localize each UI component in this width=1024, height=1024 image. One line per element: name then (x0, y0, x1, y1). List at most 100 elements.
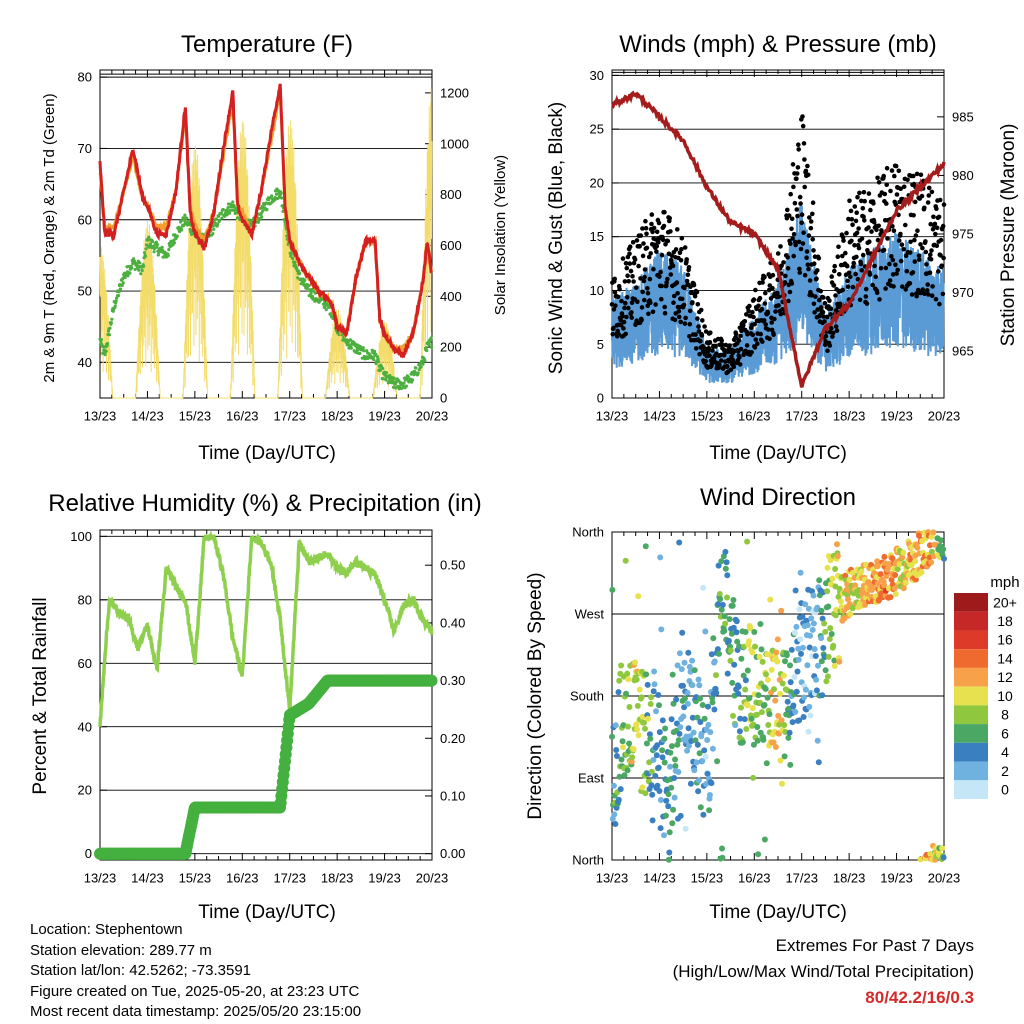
direction-point (726, 616, 733, 623)
direction-point (756, 653, 763, 660)
direction-point (796, 606, 803, 613)
direction-point (780, 672, 787, 679)
gust-point (794, 176, 799, 182)
gust-point (887, 261, 892, 267)
gust-point (883, 265, 889, 271)
gust-point (611, 325, 616, 331)
direction-point (648, 768, 655, 775)
direction-point (724, 670, 731, 677)
gust-point (890, 257, 896, 263)
gust-point (901, 247, 907, 252)
gust-point (824, 314, 830, 320)
direction-point (830, 642, 837, 649)
direction-point (782, 658, 788, 665)
direction-point (730, 624, 737, 631)
direction-point (758, 646, 765, 653)
gust-point (668, 229, 673, 234)
gust-point (938, 237, 944, 243)
dewpoint-point (132, 257, 136, 261)
gust-point (932, 221, 938, 227)
gust-point (738, 346, 744, 352)
dewpoint-point (133, 267, 137, 272)
direction-point (792, 587, 799, 594)
gust-point (693, 346, 699, 351)
direction-point (621, 772, 628, 779)
gust-point (625, 273, 630, 279)
gust-point (755, 341, 760, 347)
gust-point (863, 294, 869, 299)
gust-point (696, 324, 701, 329)
gust-point (631, 260, 637, 266)
dewpoint-point (424, 345, 428, 350)
gust-point (901, 184, 907, 190)
direction-point (646, 731, 653, 738)
humidity-ytick-label-right: 0.20 (440, 731, 465, 746)
winds-xtick-label: 15/23 (691, 409, 724, 424)
gust-point (645, 290, 651, 296)
direction-point (881, 582, 888, 589)
humidity-xtick-label: 17/23 (273, 871, 306, 886)
speed-colorbar: mph 20+ 18 16 14 12 10 8 6 4 2 0 (954, 574, 1020, 799)
temperature-ytick-label-right: 0 (440, 391, 447, 406)
direction-point (653, 752, 660, 759)
winds-xtick-label: 14/23 (643, 409, 676, 424)
direction-point (686, 742, 692, 749)
direction-point (797, 636, 804, 643)
direction-point (728, 630, 735, 637)
gust-point (853, 271, 858, 277)
direction-point (695, 676, 702, 683)
direction-point (659, 747, 666, 754)
humidity-xlabel: Time (Day/UTC) (198, 902, 336, 923)
gust-point (779, 263, 784, 269)
gust-point (832, 263, 837, 269)
gust-point (867, 272, 873, 277)
dewpoint-point (125, 265, 129, 269)
direction-point (623, 690, 629, 697)
direction-point (889, 555, 896, 562)
gust-point (892, 173, 897, 179)
direction-ytick-label: South (570, 689, 604, 704)
gust-point (856, 245, 862, 251)
direction-point (716, 650, 722, 657)
gust-point (811, 261, 817, 267)
gust-point (645, 303, 650, 309)
dewpoint-point (392, 376, 396, 380)
humidity-xtick-label: 14/23 (131, 871, 164, 886)
direction-point (941, 555, 947, 562)
gust-point (811, 248, 816, 253)
gust-point (884, 182, 889, 187)
direction-point (822, 667, 829, 674)
direction-ytick-label: East (578, 771, 604, 786)
colorbar-swatch (954, 667, 988, 687)
gust-point (940, 291, 946, 297)
gust-point (907, 250, 913, 255)
direction-point (697, 719, 704, 725)
gust-point (728, 367, 734, 373)
temperature-ylabel-right: Solar Insolation (Yellow) (492, 155, 509, 315)
direction-point (722, 620, 729, 627)
dewpoint-point (151, 239, 155, 244)
humidity-xtick-label: 13/23 (84, 871, 117, 886)
gust-point (667, 216, 672, 221)
dewpoint-point (211, 232, 215, 236)
colorbar-label: 18 (997, 613, 1013, 629)
gust-point (903, 253, 909, 258)
direction-point (939, 845, 946, 852)
direction-point (656, 788, 663, 794)
direction-point (824, 673, 831, 680)
colorbar-label: 16 (997, 632, 1013, 648)
gust-point (925, 288, 930, 293)
colorbar-label: 8 (1001, 707, 1009, 723)
direction-point (628, 758, 635, 765)
gust-point (673, 247, 679, 252)
dewpoint-point (142, 264, 146, 269)
direction-point (719, 845, 725, 852)
direction-point (675, 769, 682, 775)
gust-point (629, 315, 634, 320)
gust-point (823, 333, 829, 339)
gust-point (624, 295, 630, 300)
winds-ytick-label: 20 (590, 175, 604, 190)
gust-point (658, 269, 663, 275)
direction-point (887, 594, 894, 601)
gust-point (854, 254, 859, 260)
